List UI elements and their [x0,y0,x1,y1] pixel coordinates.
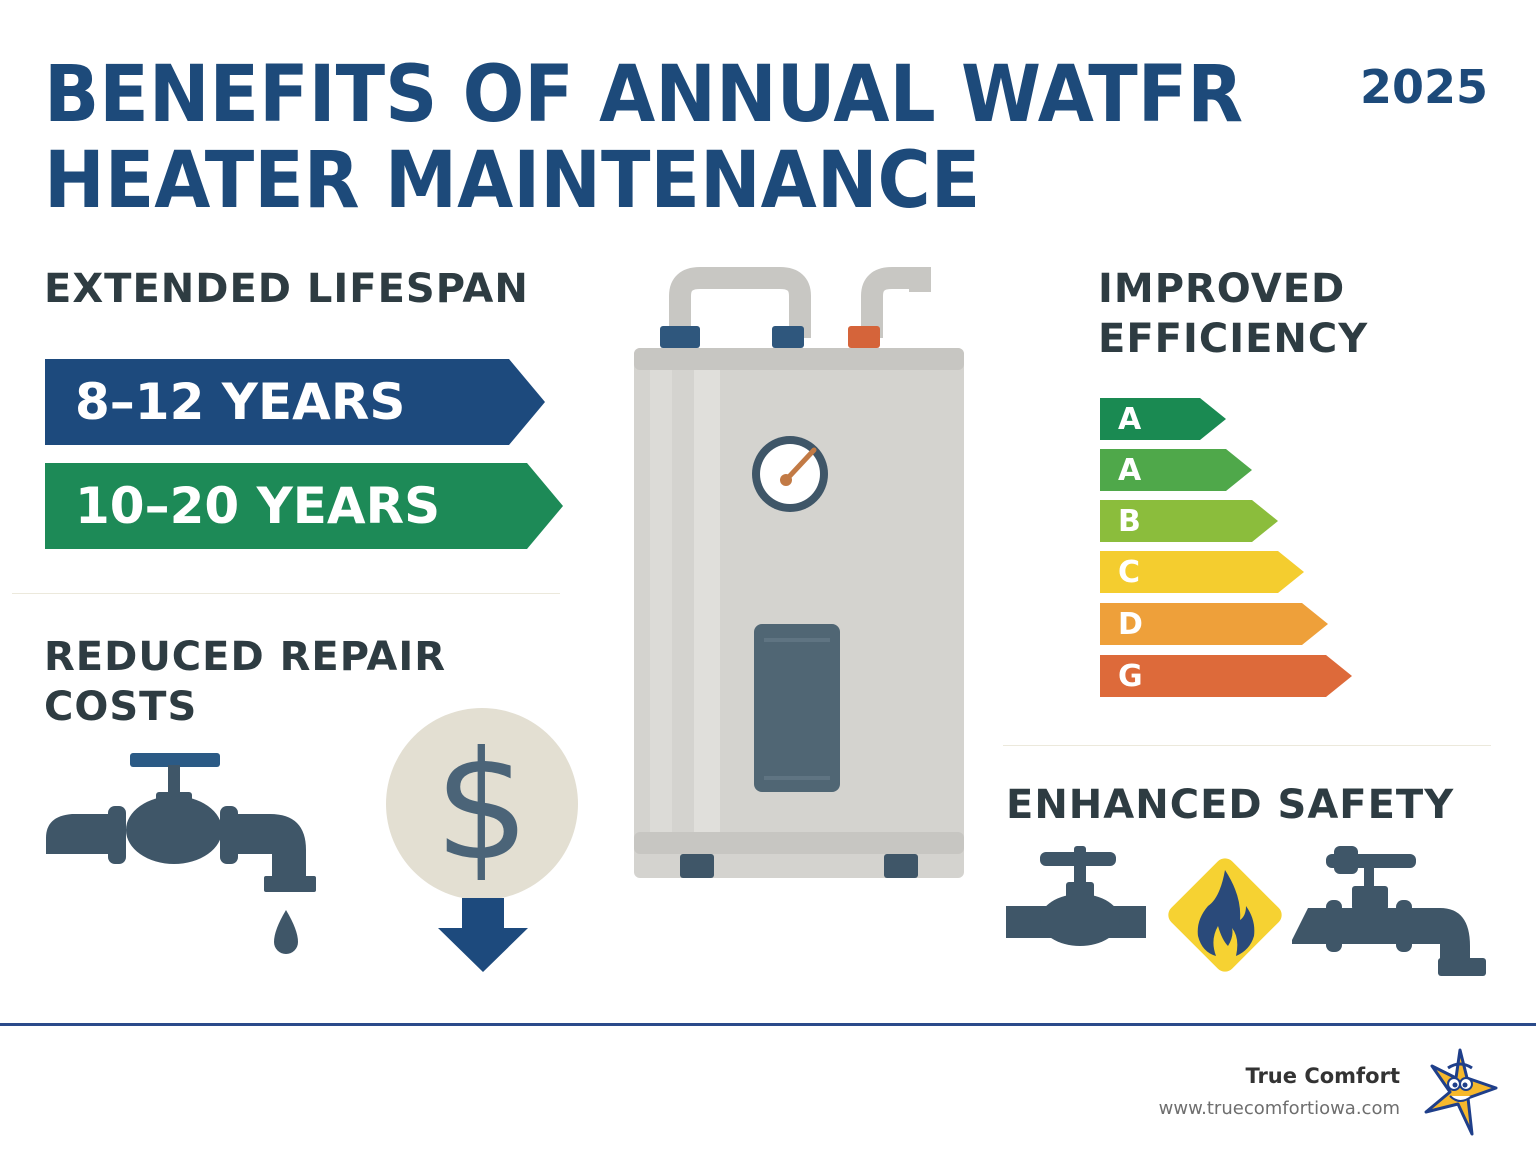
rating-label: B [1118,503,1141,539]
svg-text:$: $ [434,720,529,894]
footer-divider [0,1023,1536,1026]
lifespan-bar-without-maintenance: 8–12 YEARS [45,359,545,445]
water-heater-illustration [634,267,964,878]
dollar-coin-icon: $ [386,708,578,972]
rating-label: A [1118,452,1142,488]
efficiency-heading: IMPROVED EFFICIENCY [1098,266,1369,362]
lifespan-bar-label: 10–20 YEARS [75,477,441,535]
lifespan-heading: EXTENDED LIFESPAN [44,266,529,312]
brand-url[interactable]: www.truecomfortiowa.com [1158,1098,1400,1119]
valve-icon [1006,846,1146,946]
down-arrow-icon [438,898,528,972]
brand-name: True Comfort [1245,1064,1400,1088]
repair-heading: REDUCED REPAIR COSTS [44,634,447,730]
year-label: 2025 [1360,60,1489,114]
page-title: BENEFITS OF ANNUAL WATFR HEATER MAINTENA… [44,50,1244,226]
section-divider [12,593,560,594]
energy-rating-a-secondary: A [1100,449,1252,491]
energy-rating-d: D [1100,603,1328,645]
rating-label: C [1118,554,1141,590]
faucet-icon [1292,846,1486,976]
energy-rating-g: G [1100,655,1352,697]
star-mascot-logo [1424,1048,1498,1136]
energy-rating-a: A [1100,398,1226,440]
energy-rating-b: B [1100,500,1278,542]
rating-label: A [1118,401,1142,437]
section-divider [1003,745,1491,746]
rating-label: G [1118,658,1143,694]
energy-rating-c: C [1100,551,1304,593]
rating-label: D [1118,606,1143,642]
lifespan-bar-label: 8–12 YEARS [75,373,406,431]
safety-heading: ENHANCED SAFETY [1006,782,1455,828]
lifespan-bar-with-maintenance: 10–20 YEARS [45,463,563,549]
leaking-faucet-icon [46,753,316,954]
flame-warning-icon [1168,858,1282,972]
